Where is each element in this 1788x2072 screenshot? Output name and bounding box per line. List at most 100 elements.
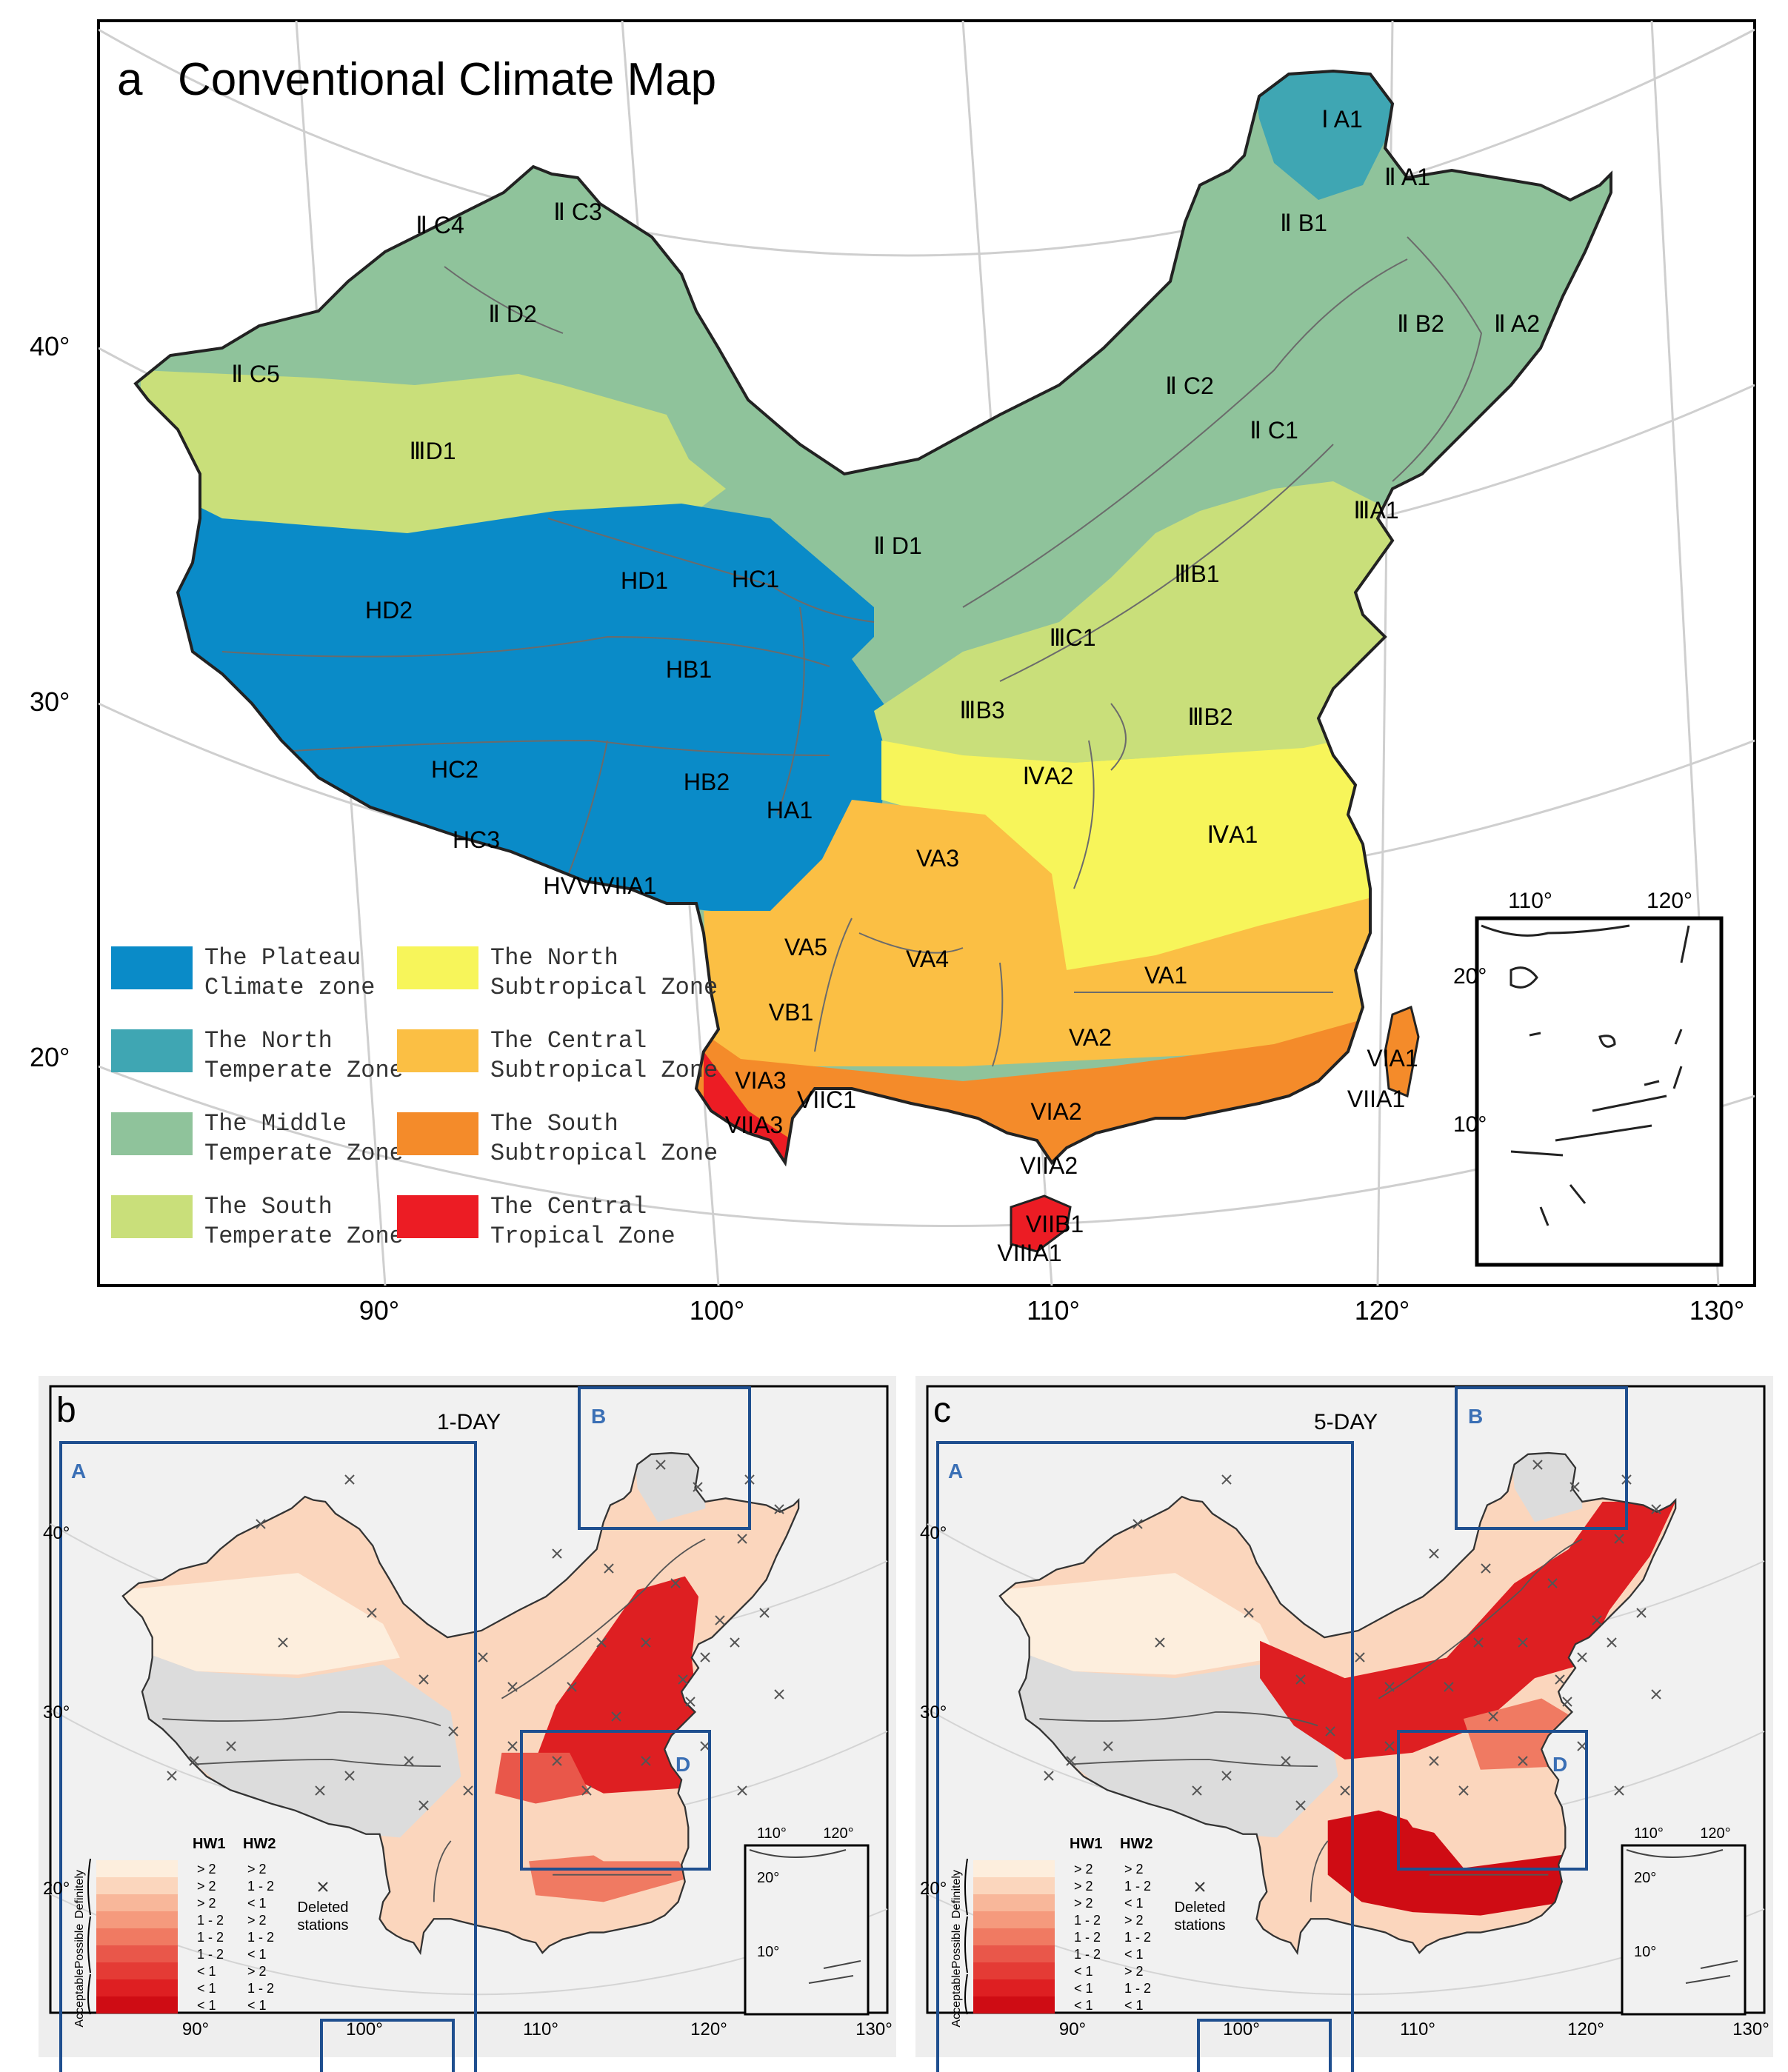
station-marker	[1221, 1474, 1232, 1485]
hw-legend: HW1 HW2 > 2 > 2 > 2 1 - 2 > 2 < 1 1 - 2 > 2 1 - 2 1…	[950, 1836, 1225, 2028]
lon-label: 110°	[523, 2019, 558, 2039]
zone-label: HD2	[365, 597, 413, 624]
station-marker	[678, 1674, 688, 1685]
legend-hw2: > 2	[1124, 1964, 1144, 1979]
station-marker	[278, 1637, 288, 1648]
legend-swatch	[111, 1112, 193, 1155]
legend-hw1: > 2	[1074, 1896, 1093, 1911]
axis-labels: 40° 30° 20° 90° 100° 110° 120° 130°	[43, 1523, 893, 2039]
svg-text:20°: 20°	[1634, 1870, 1656, 1886]
zone-labels: Ⅰ A1 Ⅱ A1 Ⅱ B1 Ⅱ B2 Ⅱ A2 Ⅱ C2 Ⅱ C1 Ⅱ C4 Ⅱ C3 Ⅱ D2…	[231, 106, 1540, 1266]
legend-hw2: > 2	[1124, 1913, 1144, 1928]
taiwan-island	[1384, 1005, 1420, 1098]
legend-label: Subtropical Zone	[490, 1057, 718, 1084]
legend-label: The Central	[490, 1193, 647, 1220]
zone-label: ⅣA1	[1207, 821, 1258, 848]
region-box	[1397, 1730, 1588, 1871]
legend-hw2: > 2	[247, 1913, 267, 1928]
station-marker	[737, 1534, 747, 1544]
zone-label: HB1	[666, 656, 712, 683]
zone-label: VA3	[916, 845, 959, 872]
hainan-island	[1010, 1194, 1072, 1253]
zone-label: HC2	[431, 756, 478, 783]
legend-swatch	[973, 1860, 1055, 1877]
zone-label: Ⅱ B2	[1397, 310, 1444, 337]
panel-c: ABCDc5-DAY40°30°20°90°100°110°120°130°11…	[915, 1376, 1773, 2072]
legend-header: HW2	[1120, 1836, 1152, 1852]
lon-label: 130°	[855, 2019, 893, 2039]
zone-boundaries	[221, 236, 1483, 1067]
station-markers	[167, 1460, 784, 1811]
inset-frame	[1475, 916, 1724, 1267]
station-marker	[1481, 1563, 1491, 1574]
station-marker	[1651, 1689, 1661, 1700]
station-marker	[1614, 1785, 1624, 1796]
legend-hw1: > 2	[197, 1862, 216, 1877]
inset: 110° 120° 20° 10°	[1621, 1825, 1747, 2016]
legend-hw2: < 1	[247, 1896, 267, 1911]
zone-label: Ⅱ D1	[873, 532, 922, 559]
legend-hw1: 1 - 2	[1074, 1947, 1101, 1962]
legend-hw1: > 2	[1074, 1862, 1093, 1877]
legend-swatch	[973, 1928, 1055, 1945]
station-marker	[1384, 1682, 1395, 1692]
region-box	[1197, 2019, 1332, 2072]
station-marker	[1384, 1741, 1395, 1751]
legend-label: Temperate Zone	[204, 1223, 404, 1250]
station-marker	[581, 1785, 592, 1796]
region-box	[578, 1386, 751, 1530]
station-marker	[1325, 1726, 1335, 1737]
region-box-label: B	[1468, 1405, 1483, 1428]
legend-swatch	[111, 1195, 193, 1238]
legend-hw1: 1 - 2	[197, 1930, 224, 1945]
station-marker	[448, 1726, 458, 1737]
legend-hw2: > 2	[1124, 1862, 1144, 1877]
zone-label: VIA2	[1030, 1098, 1081, 1125]
zone-label: Ⅱ C2	[1165, 372, 1214, 399]
station-marker	[256, 1519, 266, 1529]
zone-label: VA2	[1069, 1024, 1112, 1051]
station-marker	[1444, 1682, 1454, 1692]
zone-label: HA1	[767, 797, 813, 823]
legend-hw1: < 1	[1074, 1981, 1093, 1996]
region-boxes	[59, 1386, 751, 2072]
zone-label: Ⅱ C5	[231, 361, 280, 387]
zone-label: Ⅰ A1	[1321, 106, 1363, 133]
station-marker	[1607, 1637, 1617, 1648]
zone-label: VB1	[769, 999, 813, 1026]
zone-label: ⅢB3	[959, 697, 1004, 723]
station-marker	[774, 1689, 784, 1700]
legend-label: The North	[490, 944, 618, 972]
station-marker	[730, 1637, 740, 1648]
region-box	[320, 2019, 455, 2072]
china-outline	[121, 1451, 800, 1954]
svg-text:10°: 10°	[757, 1944, 779, 1960]
station-marker	[1592, 1615, 1602, 1625]
legend-hw1: < 1	[197, 1981, 216, 1996]
legend-group-label: Acceptable	[73, 1968, 86, 2027]
station-marker	[670, 1578, 681, 1588]
zone-label: Ⅱ D2	[488, 301, 537, 327]
station-markers	[1044, 1460, 1661, 1811]
inset-lat-label: 20°	[1453, 964, 1487, 989]
zone-label: Ⅱ A2	[1494, 310, 1540, 337]
station-marker	[1458, 1785, 1469, 1796]
legend-hw2: 1 - 2	[1124, 1981, 1151, 1996]
zone-label: ⅢB1	[1174, 561, 1219, 587]
lon-label: 110°	[1400, 2019, 1435, 2039]
station-marker	[1518, 1756, 1528, 1766]
deleted-label: Deleted stations	[298, 1899, 349, 1934]
station-marker	[774, 1504, 784, 1514]
region-box	[1455, 1386, 1628, 1530]
station-marker	[1532, 1460, 1543, 1470]
zone-label: VIIIA1	[997, 1240, 1061, 1266]
legend-swatch	[96, 1911, 178, 1928]
station-marker	[1221, 1771, 1232, 1781]
legend-hw1: > 2	[1074, 1879, 1093, 1894]
station-marker	[1281, 1756, 1291, 1766]
zone-label: ⅢD1	[410, 438, 456, 464]
panel-letter: c	[933, 1391, 951, 1430]
zone-label: ⅢC1	[1050, 624, 1096, 651]
station-marker	[1340, 1785, 1350, 1796]
station-marker	[1044, 1771, 1054, 1781]
